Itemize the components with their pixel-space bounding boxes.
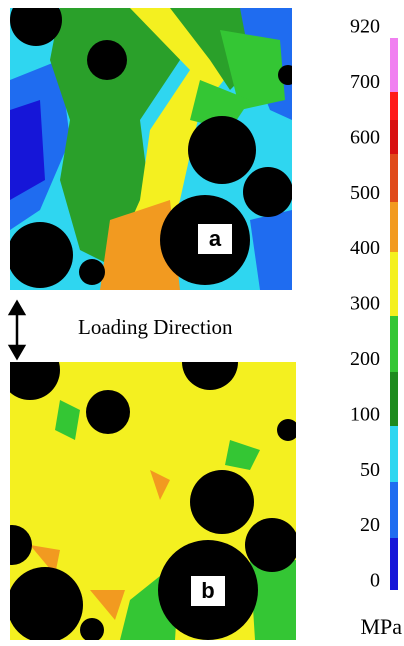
particle [243, 167, 293, 217]
colorbar [390, 38, 398, 590]
colorbar-tick-label: 20 [360, 514, 380, 536]
color-band [390, 38, 398, 92]
colorbar-tick-label: 50 [360, 459, 380, 481]
colorbar-tick-label: 700 [350, 71, 380, 93]
figure: a Loading Direction b [0, 0, 404, 646]
color-band [390, 316, 398, 372]
particle [0, 340, 60, 400]
particle [245, 518, 299, 572]
particle [7, 222, 73, 288]
unit-label: MPa [360, 614, 402, 639]
color-band [390, 538, 398, 590]
color-band [390, 92, 398, 120]
colorbar-tick-label: 600 [350, 126, 380, 148]
loading-arrow [10, 302, 24, 358]
colorbar-tick-label: 100 [350, 403, 380, 425]
color-band [390, 120, 398, 154]
particle [7, 567, 83, 643]
particle [277, 419, 299, 441]
color-band [390, 482, 398, 538]
colorbar-tick-label: 400 [350, 237, 380, 259]
particle [86, 390, 130, 434]
colorbar-tick-label: 500 [350, 182, 380, 204]
color-band [390, 202, 398, 252]
particle [188, 116, 256, 184]
particle [79, 259, 105, 285]
colorbar-tick-label: 0 [370, 570, 380, 592]
contour-map-a [7, 0, 298, 290]
particle [80, 618, 104, 642]
color-band [390, 154, 398, 202]
colorbar-tick-label: 920 [350, 16, 380, 38]
color-band [390, 426, 398, 482]
contour-map-b [0, 334, 299, 643]
panel-label: b [201, 578, 214, 603]
color-band [390, 252, 398, 316]
panel-label: a [209, 226, 222, 251]
particle [182, 334, 238, 390]
arrow-head [10, 302, 24, 314]
color-band [390, 372, 398, 426]
annotation: Loading Direction [78, 315, 233, 339]
particle [278, 65, 298, 85]
colorbar-tick-label: 200 [350, 348, 380, 370]
colorbar-tick-label: 300 [350, 293, 380, 315]
particle [87, 40, 127, 80]
particle [190, 470, 254, 534]
arrow-head [10, 346, 24, 358]
